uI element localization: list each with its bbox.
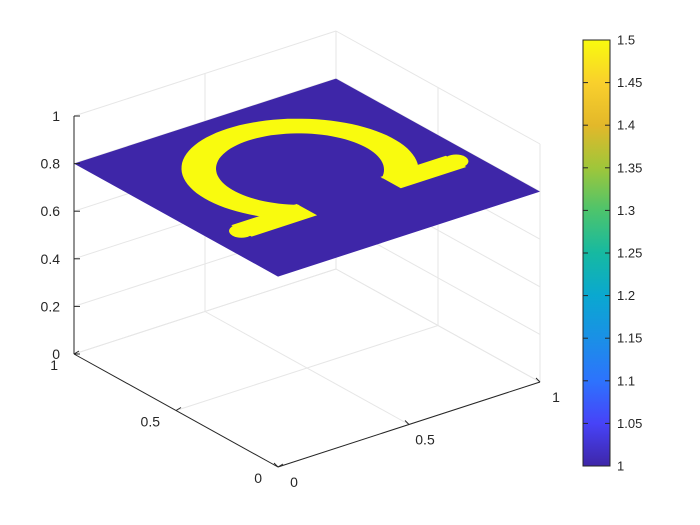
x-tick-label: 0.5: [415, 432, 435, 448]
y-tick-label: 0.5: [141, 414, 161, 430]
x-tick-label: 0: [290, 474, 298, 490]
colorbar-tick-label: 1.35: [617, 160, 642, 175]
colorbar-tick-label: 1.3: [617, 203, 635, 218]
z-tick-label: 0.6: [41, 203, 61, 219]
z-tick-label: 1: [52, 108, 60, 124]
colorbar-tick-label: 1.05: [617, 416, 642, 431]
surface-domain-region: [74, 78, 540, 277]
z-tick-label: 0.8: [41, 156, 61, 172]
y-tick-label: 0: [254, 470, 262, 486]
colorbar-tick-label: 1: [617, 459, 624, 474]
colorbar-tick-label: 1.45: [617, 75, 642, 90]
colorbar-tick-label: 1.5: [617, 33, 635, 48]
colorbar-tick-label: 1.1: [617, 373, 635, 388]
colorbar: 1 1.05 1.1 1.15 1.2 1.25 1.3 1.35 1.4 1.45 1.5: [582, 33, 642, 474]
z-tick-label: 0.2: [41, 298, 61, 314]
omega-foot-left-tip: [229, 224, 254, 238]
omega-foot-right-tip: [443, 154, 469, 169]
z-tick-label: 0: [52, 346, 60, 362]
z-tick-label: 0.4: [41, 251, 61, 267]
y-tick-label: 1: [50, 357, 58, 373]
colorbar-tick-label: 1.4: [617, 118, 635, 133]
colorbar-tick-label: 1.15: [617, 331, 642, 346]
colorbar-tick-label: 1.2: [617, 288, 635, 303]
colorbar-tick-label: 1.25: [617, 246, 642, 261]
surface-plane: [74, 78, 540, 277]
omega-ring: [181, 118, 419, 220]
x-tick-label: 1: [552, 389, 560, 405]
